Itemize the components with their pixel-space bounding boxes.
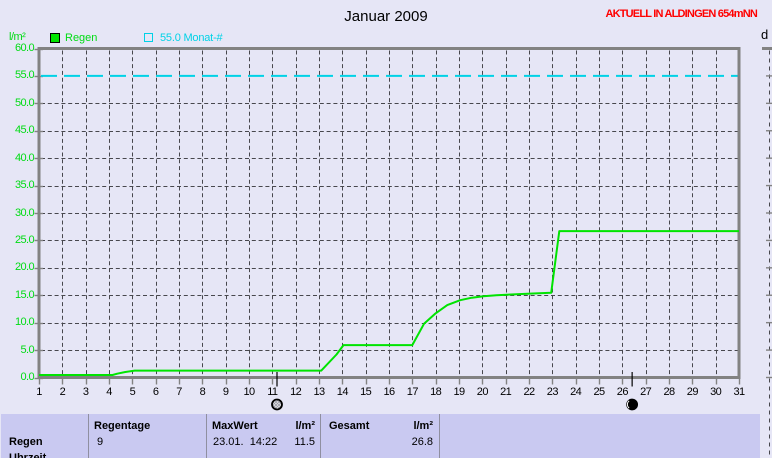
y-axis-label: 50.0 (14, 96, 35, 109)
x-axis-label: 8 (199, 385, 206, 398)
table-cell-raindays: Regentage 9 (89, 414, 206, 458)
x-axis-label: 2 (59, 385, 66, 398)
y-axis-label: 15.0 (14, 288, 35, 301)
x-axis-label: 5 (129, 385, 136, 398)
x-axis-label: 27 (640, 385, 652, 398)
gesamt-unit-value: 26.8 (411, 435, 433, 448)
y-axis-label: 10.0 (14, 316, 35, 329)
x-axis-label: 17 (406, 385, 419, 398)
threshold-legend-swatch-icon (144, 33, 153, 42)
moon-phase-markers (271, 372, 639, 411)
table-divider (439, 414, 440, 458)
x-axis-label: 18 (430, 385, 442, 398)
x-axis-label: 13 (313, 385, 325, 398)
rain-line (39, 230, 739, 376)
x-axis-label: 23 (546, 385, 559, 398)
x-axis-label: 29 (686, 385, 699, 398)
y-axis-label: 30.0 (14, 206, 35, 219)
x-axis-label: 19 (453, 385, 465, 398)
grid-lines (41, 50, 738, 376)
y-axis-label: 45.0 (14, 124, 35, 137)
table-row-label-regen: Regen (9, 435, 43, 448)
rain-legend-label: Regen (65, 32, 98, 44)
x-axis-label: 3 (82, 385, 89, 398)
table-cell-rowlabels: Regen Uhrzeit (1, 414, 88, 458)
plot-frame (34, 47, 741, 385)
maxwert-header: MaxWert (212, 419, 258, 432)
clipped-next-panel-label: d (761, 27, 769, 42)
x-axis-label: 16 (383, 385, 395, 398)
x-axis-label: 22 (523, 385, 535, 398)
y-axis-label: 5.0 (20, 343, 35, 356)
raindays-header: Regentage (94, 419, 151, 432)
x-axis-label: 26 (616, 385, 629, 398)
x-axis-label: 21 (500, 385, 512, 398)
y-axis-label: 35.0 (14, 179, 35, 192)
x-axis-label: 25 (593, 385, 605, 398)
x-axis-label: 12 (290, 385, 302, 398)
table-divider (88, 414, 89, 458)
x-axis-label: 24 (570, 385, 582, 398)
x-axis-label: 1 (36, 385, 42, 398)
station-banner: AKTUELL IN ALDINGEN 654mNN (605, 8, 757, 20)
y-axis-label: 25.0 (14, 233, 35, 246)
y-axis-label: 60.0 (14, 42, 35, 54)
page-title: Januar 2009 (344, 8, 428, 25)
y-axis-label: 55.0 (14, 69, 35, 82)
full-moon-icon (271, 398, 283, 411)
y-axis-label: 20.0 (14, 261, 35, 274)
threshold-legend-label: 55.0 Monat-# (160, 32, 223, 44)
raindays-value: 9 (97, 435, 104, 448)
maxwert-unit-header: l/m² (295, 419, 315, 432)
x-axis-label: 20 (476, 385, 489, 398)
x-axis-label: 6 (152, 385, 159, 398)
table-divider (206, 414, 207, 458)
x-axis-label: 11 (267, 385, 278, 398)
x-axis-label: 10 (243, 385, 255, 398)
x-axis-label: 31 (733, 385, 745, 398)
gesamt-header: Gesamt (329, 419, 370, 432)
table-divider (320, 414, 321, 458)
x-axis-label: 7 (176, 385, 182, 398)
y-axis-label: 0.0 (20, 371, 35, 383)
x-axis-label: 14 (336, 385, 349, 398)
x-axis-label: 4 (106, 385, 112, 398)
maxwert-unit-value: 11.5 (294, 435, 315, 448)
x-axis-label: 30 (710, 385, 722, 398)
table-cell-maxwert: MaxWert l/m² 23.01. 14:22 11.5 (207, 414, 320, 458)
x-axis-label: 15 (360, 385, 372, 398)
table-row-label-uhrzeit: Uhrzeit (9, 451, 47, 458)
maxwert-value: 23.01. 14:22 (213, 435, 278, 448)
y-axis-unit-label: l/m² (9, 31, 26, 43)
x-axis-label: 9 (222, 385, 229, 398)
next-panel-sliver (762, 47, 772, 458)
table-cell-gesamt: Gesamt l/m² 26.8 (321, 414, 439, 458)
rain-legend-swatch-icon (50, 33, 60, 43)
x-axis-label: 28 (663, 385, 675, 398)
table-cell-empty (440, 414, 760, 458)
gesamt-unit-header: l/m² (413, 419, 433, 432)
y-axis-label: 40.0 (14, 151, 35, 164)
